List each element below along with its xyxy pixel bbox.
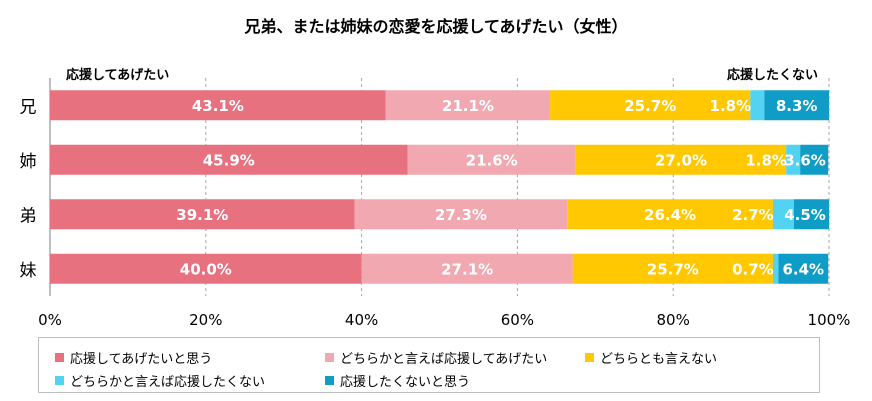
bar-segment [800,144,829,175]
legend-label: 応援してあげたいと思う [70,352,213,367]
data-label: 4.5% [784,206,826,224]
legend-label: どちらかと言えば応援したくない [70,375,266,390]
bar-segment [50,199,355,230]
legend-item: 応援してあげたいと思う [55,348,212,367]
legend-item: どちらかと言えば応援したくない [55,371,265,390]
legend-item: 応援したくないと思う [325,371,470,390]
data-label: 1.8% [710,97,752,115]
x-tick-label: 60% [501,311,534,329]
bar-segment [778,253,829,284]
bar-segment [567,199,773,230]
bar-segment [764,90,829,121]
data-label: 26.4% [644,206,696,224]
data-label: 27.0% [655,151,707,169]
legend-label: 応援したくないと思う [340,375,471,390]
data-label: 27.1% [441,260,493,278]
legend-swatch [55,353,64,362]
legend-label: どちらとも言えない [600,352,718,367]
x-tick-labels: 0% 20% 40% 60% 80% 100% [38,311,850,329]
data-label: 6.4% [782,260,824,278]
x-tick-label: 80% [657,311,690,329]
data-label: 21.1% [442,97,494,115]
legend-item: どちらかと言えば応援してあげたい [325,348,547,367]
data-label: 39.1% [176,206,228,224]
bar-segment [750,90,765,121]
x-tick-label: 20% [189,311,222,329]
data-label: 21.6% [466,151,518,169]
legend-item: どちらとも言えない [585,348,717,367]
bar-segment [575,144,787,175]
legend: 応援してあげたいと思う どちらかと言えば応援してあげたい どちらとも言えないどちらか… [38,337,820,393]
legend-swatch [585,353,594,362]
data-label: 25.7% [647,260,699,278]
data-label: 0.7% [732,260,774,278]
data-label: 1.8% [745,151,787,169]
data-label: 45.9% [203,151,255,169]
bar-segment [772,199,794,230]
bar-segment [385,90,551,121]
bar-segment [572,253,773,284]
data-label: 40.0% [180,260,232,278]
data-label: 3.6% [784,151,826,169]
x-tick-label: 0% [38,311,62,329]
right-end-label: 応援したくない [727,67,818,83]
bar-segment [50,144,408,175]
data-label: 2.7% [732,206,774,224]
bar-segment [354,199,568,230]
category-label: 弟 [20,206,37,226]
category-label: 妹 [20,261,37,281]
bar-segment [361,253,573,284]
bar-segment [786,144,801,175]
data-label: 8.3% [776,97,818,115]
chart-title: 兄弟、または姉妹の恋愛を応援してあげたい（女性） [243,17,627,36]
x-tick-label: 40% [345,311,378,329]
data-label: 43.1% [192,97,244,115]
data-label: 27.3% [435,206,487,224]
bar-segment [550,90,751,121]
legend-swatch [55,376,64,385]
x-tick-label: 100% [808,311,851,329]
bar-segment [50,90,386,121]
legend-swatch [325,376,334,385]
data-label: 25.7% [624,97,676,115]
bar-segment [793,199,829,230]
legend-label: どちらかと言えば応援してあげたい [340,352,548,367]
category-label: 姉 [20,152,37,172]
bar-segment [407,144,576,175]
bar-segment [772,253,779,284]
left-end-label: 応援してあげたい [66,67,169,83]
category-label: 兄 [20,97,37,117]
bar-segment [50,253,362,284]
bars-layer: 43.1% 21.1% 25.7% 1.8% 8.3% 45.9% 21.6% 27.0% 1.… [50,90,829,284]
legend-swatch [325,353,334,362]
